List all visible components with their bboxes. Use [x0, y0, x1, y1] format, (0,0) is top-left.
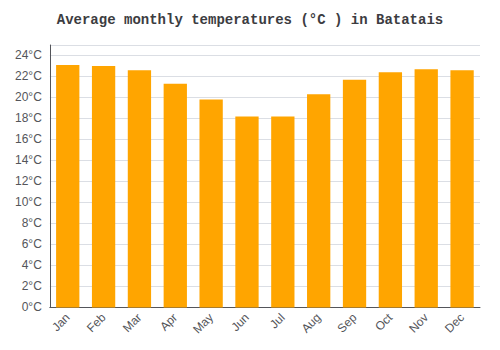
svg-text:4°C: 4°C [22, 258, 42, 272]
svg-text:Aug: Aug [299, 311, 324, 336]
svg-text:16°C: 16°C [15, 132, 42, 146]
svg-text:Jun: Jun [228, 311, 252, 335]
svg-text:May: May [190, 311, 216, 337]
svg-text:12°C: 12°C [15, 174, 42, 188]
svg-text:Jan: Jan [49, 311, 73, 335]
svg-text:Mar: Mar [120, 311, 145, 335]
svg-text:8°C: 8°C [22, 216, 42, 230]
svg-text:Jul: Jul [267, 311, 288, 332]
svg-text:Average monthly temperatures (: Average monthly temperatures (°C ) in Ba… [57, 12, 443, 28]
svg-text:22°C: 22°C [15, 69, 42, 83]
svg-text:2°C: 2°C [22, 279, 42, 293]
svg-text:Sep: Sep [334, 310, 359, 335]
svg-text:Apr: Apr [157, 311, 180, 334]
svg-text:0°C: 0°C [22, 300, 42, 314]
svg-text:6°C: 6°C [22, 237, 42, 251]
svg-text:24°C: 24°C [15, 48, 42, 62]
svg-text:Dec: Dec [442, 311, 467, 336]
svg-text:20°C: 20°C [15, 90, 42, 104]
svg-text:14°C: 14°C [15, 153, 42, 167]
svg-text:10°C: 10°C [15, 195, 42, 209]
svg-text:Nov: Nov [406, 311, 431, 336]
svg-text:Feb: Feb [84, 310, 109, 335]
svg-text:Oct: Oct [372, 310, 396, 334]
svg-text:18°C: 18°C [15, 111, 42, 125]
